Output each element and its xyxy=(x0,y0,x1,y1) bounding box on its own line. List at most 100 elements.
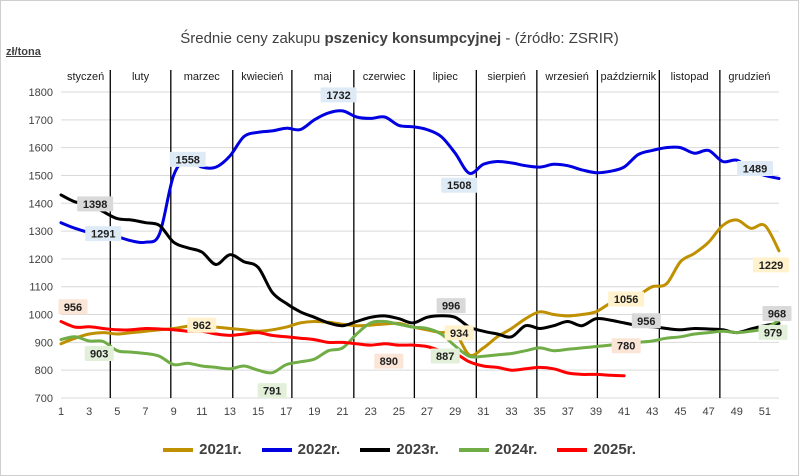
data-label: 1558 xyxy=(175,154,199,166)
x-tick-label: 35 xyxy=(534,406,546,418)
data-label: 791 xyxy=(263,386,281,398)
legend-swatch xyxy=(261,448,292,453)
data-label-box xyxy=(430,348,460,364)
x-tick-label: 25 xyxy=(393,406,405,418)
legend-swatch xyxy=(458,448,489,453)
legend-label: 2024r. xyxy=(494,441,538,458)
y-tick-label: 1100 xyxy=(29,282,53,294)
legend-swatch xyxy=(360,448,391,453)
legend-label: 2021r. xyxy=(199,441,242,458)
data-label-box xyxy=(762,305,792,321)
legend-item: 2021r. xyxy=(163,441,242,458)
series-line-2021r xyxy=(59,218,781,357)
data-label-box xyxy=(374,353,404,369)
data-label-box xyxy=(84,346,114,362)
series-line-2022r xyxy=(59,109,781,245)
x-tick-label: 15 xyxy=(252,406,264,418)
y-tick-label: 1300 xyxy=(29,226,53,238)
month-label: czerwiec xyxy=(363,71,406,83)
legend-item: 2022r. xyxy=(261,441,341,458)
legend-label: 2022r. xyxy=(297,441,341,458)
x-tick-label: 37 xyxy=(562,406,574,418)
data-label: 903 xyxy=(90,349,108,361)
data-label: 996 xyxy=(442,301,460,313)
data-label-box xyxy=(441,177,478,193)
y-axis-label: zł/tona xyxy=(6,46,41,58)
month-label: wrzesień xyxy=(544,71,588,83)
data-label: 1489 xyxy=(743,164,767,176)
series-line-2023r xyxy=(59,193,781,339)
data-label-box xyxy=(257,383,287,399)
month-label: sierpień xyxy=(487,71,526,83)
month-label: grudzień xyxy=(728,71,770,83)
chart-title: Średnie ceny zakupu pszenicy konsumpcyjn… xyxy=(0,30,799,47)
data-label: 1056 xyxy=(614,294,638,306)
data-label: 1732 xyxy=(326,90,350,102)
data-label: 956 xyxy=(64,302,82,314)
x-tick-label: 33 xyxy=(505,406,517,418)
data-label-box xyxy=(85,226,122,242)
y-tick-label: 1500 xyxy=(29,170,53,182)
data-label-box xyxy=(436,298,466,314)
x-tick-label: 49 xyxy=(731,406,743,418)
data-label: 979 xyxy=(764,327,782,339)
chart-title-bold: pszenicy konsumpcyjnej xyxy=(324,30,502,47)
y-tick-label: 1600 xyxy=(29,143,53,155)
legend-item: 2024r. xyxy=(458,441,538,458)
data-label: 962 xyxy=(193,320,211,332)
y-tick-label: 1400 xyxy=(29,198,53,210)
data-label-box xyxy=(631,313,661,329)
data-label: 1398 xyxy=(83,199,107,211)
data-label-box xyxy=(758,324,788,340)
month-label: marzec xyxy=(184,71,221,83)
month-label: styczeń xyxy=(67,71,104,83)
data-label: 1508 xyxy=(447,180,471,192)
data-label: 1229 xyxy=(759,260,783,272)
legend-item: 2025r. xyxy=(557,441,636,458)
data-label-box xyxy=(753,257,789,273)
month-label: maj xyxy=(314,71,332,83)
chart-title-suffix: - (źródło: ZSRIR) xyxy=(501,30,619,47)
data-label-box xyxy=(187,317,217,333)
data-label-box xyxy=(444,325,474,341)
x-tick-label: 5 xyxy=(114,406,120,418)
month-label: listopad xyxy=(671,71,709,83)
legend-item: 2023r. xyxy=(360,441,439,458)
y-tick-label: 900 xyxy=(35,337,53,349)
x-tick-label: 23 xyxy=(365,406,377,418)
x-tick-label: 51 xyxy=(759,406,771,418)
y-tick-label: 800 xyxy=(35,365,53,377)
x-tick-label: 45 xyxy=(674,406,686,418)
data-label-box xyxy=(611,338,641,354)
data-label-box xyxy=(608,291,645,307)
x-tick-label: 47 xyxy=(702,406,714,418)
data-label: 968 xyxy=(768,308,786,320)
x-tick-label: 3 xyxy=(86,406,92,418)
legend-swatch xyxy=(557,448,588,453)
data-label-box xyxy=(320,87,357,103)
data-label: 780 xyxy=(617,341,635,353)
x-tick-label: 29 xyxy=(449,406,461,418)
month-label: kwiecień xyxy=(241,71,283,83)
data-label-box xyxy=(77,196,114,212)
y-tick-label: 1000 xyxy=(29,310,53,322)
data-label: 1291 xyxy=(91,229,115,241)
x-tick-label: 43 xyxy=(646,406,658,418)
y-tick-label: 1700 xyxy=(29,115,53,127)
x-tick-label: 31 xyxy=(477,406,489,418)
y-tick-label: 1800 xyxy=(29,87,53,99)
legend: 2021r. 2022r. 2023r. 2024r. 2025r. xyxy=(0,441,799,458)
x-tick-label: 27 xyxy=(421,406,433,418)
data-label: 956 xyxy=(637,316,655,328)
data-label-box xyxy=(169,151,206,167)
legend-label: 2023r. xyxy=(396,441,439,458)
data-label: 890 xyxy=(380,356,398,368)
x-tick-label: 9 xyxy=(171,406,177,418)
x-tick-label: 19 xyxy=(308,406,320,418)
x-tick-label: 13 xyxy=(224,406,236,418)
series-line-2025r xyxy=(59,320,626,378)
legend-label: 2025r. xyxy=(593,441,636,458)
month-label: luty xyxy=(132,71,150,83)
month-label: lipiec xyxy=(433,71,459,83)
y-tick-label: 1200 xyxy=(29,254,53,266)
